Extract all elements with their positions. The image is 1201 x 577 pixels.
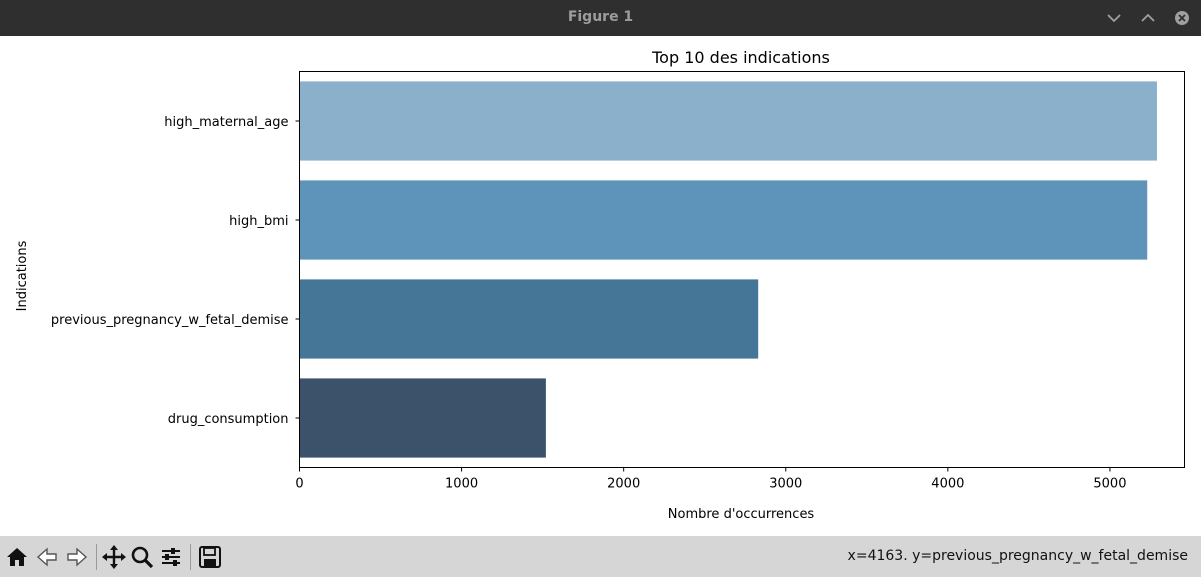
- bar-previous_pregnancy_w_fetal_demise: [299, 279, 759, 359]
- pan-icon[interactable]: [101, 544, 127, 570]
- bar-high_bmi: [299, 180, 1148, 260]
- bar-high_maternal_age: [299, 81, 1157, 161]
- close-icon[interactable]: [1170, 6, 1194, 30]
- x-axis-label: Nombre d'occurrences: [668, 507, 815, 522]
- toolbar-separator: [190, 544, 191, 570]
- bar-chart: Top 10 des indications high_maternal_age…: [15, 48, 1185, 522]
- window-title: Figure 1: [567, 9, 634, 25]
- forward-arrow-icon[interactable]: [64, 544, 90, 570]
- x-tick-label: 4000: [931, 477, 964, 492]
- x-tick-label: 0: [295, 477, 303, 492]
- y-axis-label: Indications: [15, 240, 30, 311]
- plot-frame: [299, 71, 1185, 468]
- y-tick-label: previous_pregnancy_w_fetal_demise: [51, 313, 289, 328]
- save-icon[interactable]: [197, 544, 223, 570]
- window-titlebar: Figure 1: [0, 0, 1201, 36]
- chevron-down-icon[interactable]: [1102, 6, 1126, 30]
- chevron-up-icon[interactable]: [1136, 6, 1160, 30]
- x-tick-label: 3000: [769, 477, 802, 492]
- configure-subplots-icon[interactable]: [158, 544, 184, 570]
- back-arrow-icon[interactable]: [34, 544, 60, 570]
- chart-title: Top 10 des indications: [651, 48, 830, 67]
- y-tick-label: high_maternal_age: [164, 115, 288, 130]
- x-tick-label: 5000: [1093, 477, 1126, 492]
- x-tick-label: 2000: [607, 477, 640, 492]
- y-tick-label: drug_consumption: [168, 412, 289, 427]
- home-icon[interactable]: [4, 544, 30, 570]
- figure-canvas[interactable]: Top 10 des indications high_maternal_age…: [0, 36, 1201, 536]
- toolbar-separator: [96, 544, 97, 570]
- cursor-status: x=4163. y=previous_pregnancy_w_fetal_dem…: [847, 548, 1188, 564]
- x-tick-label: 1000: [445, 477, 478, 492]
- navigation-toolbar: x=4163. y=previous_pregnancy_w_fetal_dem…: [0, 536, 1201, 577]
- y-tick-label: high_bmi: [229, 214, 288, 229]
- zoom-icon[interactable]: [129, 544, 155, 570]
- bar-drug_consumption: [299, 378, 546, 458]
